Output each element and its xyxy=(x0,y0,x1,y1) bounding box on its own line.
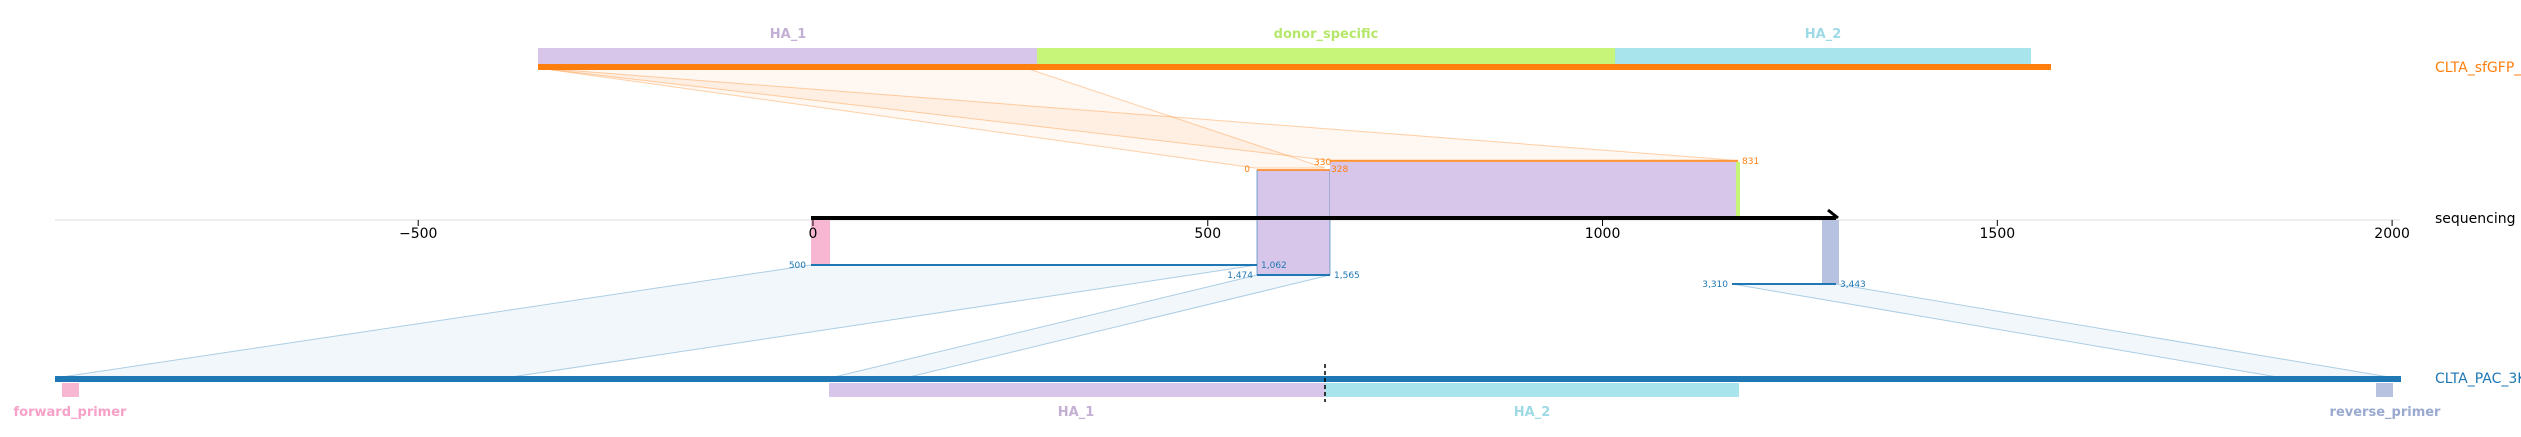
read-track: sequencing read −500 0 500 1000 1500 2000 0 3… xyxy=(55,157,2521,290)
target-align-label-a: 500 xyxy=(789,261,806,271)
donor-align-label-a: 0 xyxy=(1244,165,1250,175)
target-fan-right xyxy=(1731,283,2396,379)
target-feature-ha2 xyxy=(1325,383,1739,397)
donor-feature-label-ha2: HA_2 xyxy=(1805,27,1842,42)
target-align-label-b: 1,062 xyxy=(1261,261,1287,271)
target-feature-label-ha1: HA_1 xyxy=(1058,405,1095,420)
donor-align-label-b: 330 xyxy=(1314,158,1331,168)
target-feature-label-forward-primer: forward_primer xyxy=(14,405,128,420)
donor-align-label-c: 831 xyxy=(1742,157,1759,167)
axis-tick-label: 2000 xyxy=(2374,226,2410,242)
donor-feature-ha1 xyxy=(538,48,1037,65)
axis-tick-label: 500 xyxy=(1194,226,1221,242)
axis-tick-label: 1500 xyxy=(1980,226,2016,242)
donor-feature-ha2 xyxy=(1615,48,2031,65)
axis-tick-label: 1000 xyxy=(1585,226,1621,242)
donor-name: CLTA_sfGFP_ssDNA xyxy=(2435,60,2521,76)
read-bar-arrowhead xyxy=(1827,208,1839,220)
target-feature-reverse-primer xyxy=(2376,383,2393,397)
read-block-donor-edge xyxy=(1736,162,1740,219)
target-backbone xyxy=(55,376,2401,382)
donor-backbone xyxy=(538,64,2051,70)
axis-tick-label: 0 xyxy=(809,226,818,242)
target-feature-ha1 xyxy=(829,383,1325,397)
donor-fan-2 xyxy=(537,67,1738,161)
alignment-fans xyxy=(54,67,2396,379)
read-axis-ticks: −500 0 500 1000 1500 2000 xyxy=(399,220,2410,242)
target-align-label-d: 1,565 xyxy=(1334,271,1360,281)
target-align-label-f: 3,443 xyxy=(1840,280,1866,290)
target-name: CLTA_PAC_3K xyxy=(2435,371,2521,387)
target-align-label-e: 3,310 xyxy=(1702,280,1728,290)
donor-fan-1 xyxy=(537,67,1326,169)
read-block-reverse-primer xyxy=(1822,220,1839,284)
target-track: forward_primer HA_1 HA_2 reverse_primer … xyxy=(14,364,2521,420)
donor-track: HA_1 donor_specific HA_2 CLTA_sfGFP_ssDN… xyxy=(538,27,2521,76)
donor-feature-donor-specific xyxy=(1037,48,1615,65)
donor-feature-label-donor-specific: donor_specific xyxy=(1274,27,1379,42)
read-block-forward-primer xyxy=(811,220,830,265)
donor-align-label-d: 328 xyxy=(1331,165,1348,175)
target-feature-forward-primer xyxy=(62,383,79,397)
donor-feature-label-ha1: HA_1 xyxy=(770,27,807,42)
target-align-label-c: 1,474 xyxy=(1227,271,1253,281)
axis-tick-label: −500 xyxy=(399,226,437,242)
read-block-donor xyxy=(1330,162,1739,219)
target-feature-label-ha2: HA_2 xyxy=(1514,405,1551,420)
target-feature-label-reverse-primer: reverse_primer xyxy=(2330,405,2442,420)
read-block-ha1 xyxy=(1256,169,1331,276)
read-name: sequencing read xyxy=(2435,211,2521,227)
